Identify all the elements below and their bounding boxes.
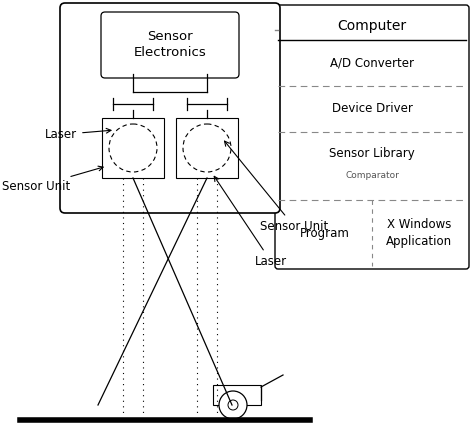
- Text: Sensor
Electronics: Sensor Electronics: [134, 30, 206, 60]
- Text: Device Driver: Device Driver: [331, 102, 412, 116]
- Bar: [176, 118, 238, 178]
- Text: A/D Converter: A/D Converter: [330, 56, 414, 70]
- Text: Sensor Unit: Sensor Unit: [2, 166, 103, 193]
- FancyBboxPatch shape: [101, 12, 239, 78]
- Bar: [102, 118, 164, 178]
- Text: Laser: Laser: [214, 176, 287, 268]
- FancyBboxPatch shape: [60, 3, 280, 213]
- Text: Program: Program: [300, 227, 350, 239]
- Text: Comparator: Comparator: [345, 172, 399, 180]
- Circle shape: [219, 391, 247, 419]
- Circle shape: [228, 400, 238, 410]
- FancyBboxPatch shape: [275, 5, 469, 269]
- Text: Sensor Unit: Sensor Unit: [225, 141, 328, 233]
- Bar: [213, 385, 261, 405]
- Text: Sensor Library: Sensor Library: [329, 147, 415, 161]
- Text: Laser: Laser: [45, 128, 111, 141]
- Text: Computer: Computer: [337, 19, 407, 33]
- Text: X Windows
Application: X Windows Application: [386, 218, 452, 248]
